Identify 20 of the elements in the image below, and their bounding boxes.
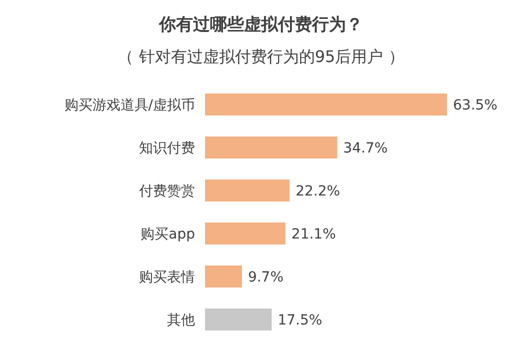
y-tick-label: 购买游戏道具/虚拟币 [64, 98, 195, 114]
y-tick-label: 知识付费 [139, 140, 195, 156]
chart-title: 你有过哪些虚拟付费行为？ [158, 15, 363, 35]
bar [205, 94, 447, 116]
data-label: 63.5% [453, 98, 498, 114]
data-label: 34.7% [343, 140, 388, 156]
data-label: 21.1% [291, 226, 336, 242]
y-tick-label: 购买表情 [139, 270, 195, 286]
data-label: 17.5% [278, 312, 322, 328]
bar [205, 266, 242, 288]
bar [205, 222, 286, 244]
data-label: 22.2% [296, 184, 340, 200]
bar [205, 180, 290, 202]
bar [205, 308, 272, 330]
y-tick-label: 购买app [140, 226, 196, 242]
chart-subtitle: （ 针对有过虚拟付费行为的95后用户 ） [118, 47, 404, 66]
data-label: 9.7% [248, 270, 284, 286]
y-tick-label: 其他 [167, 312, 195, 328]
y-tick-label: 付费赞赏 [138, 184, 195, 200]
bar [205, 136, 338, 158]
